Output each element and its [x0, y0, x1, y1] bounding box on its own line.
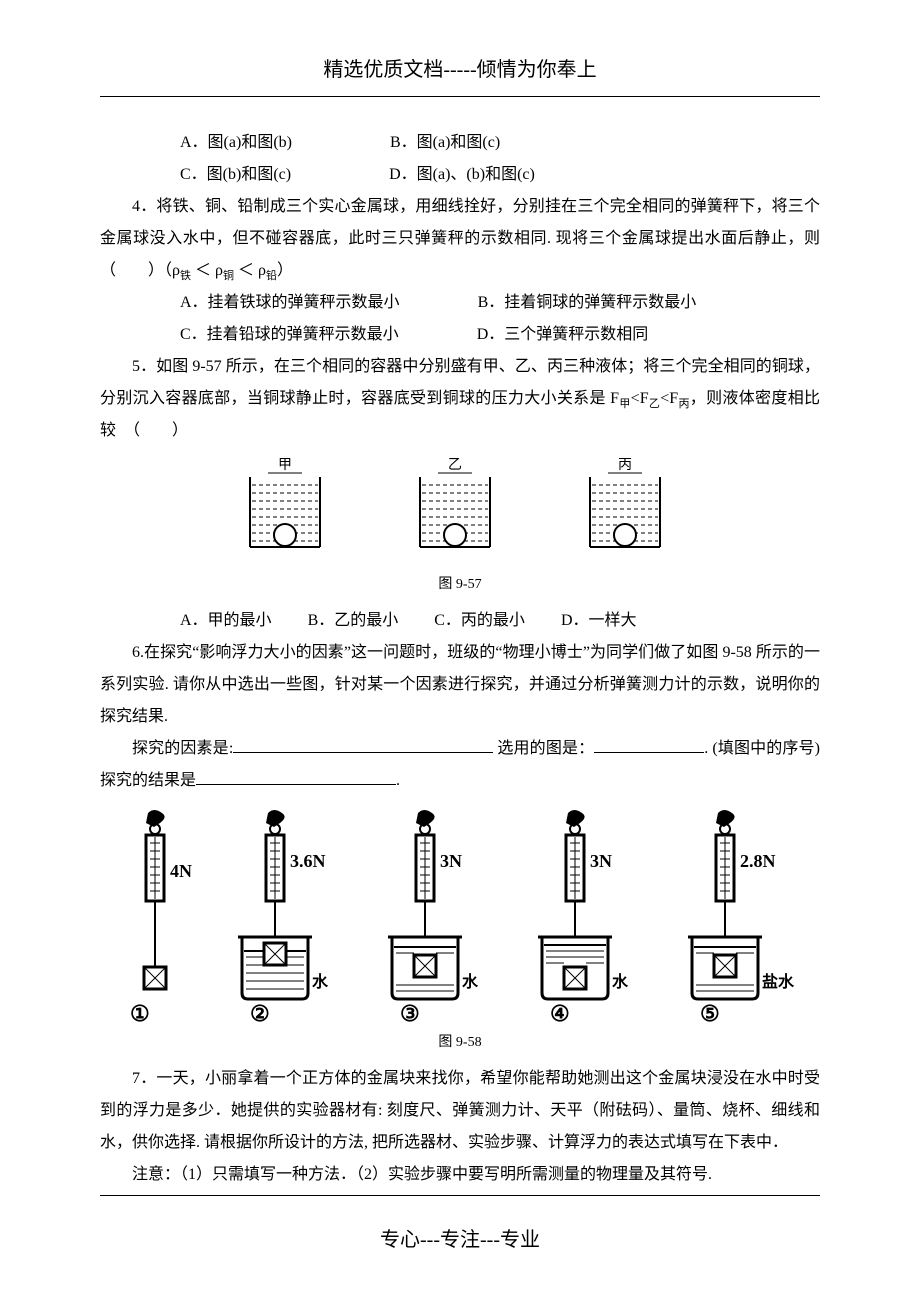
fig958-num-5: ⑤ — [700, 1001, 720, 1026]
q6-blank-factor — [233, 736, 493, 753]
fig957-label-jia: 甲 — [278, 458, 292, 473]
q5-options: A．甲的最小 B．乙的最小 C．丙的最小 D．一样大 — [100, 605, 820, 637]
q5-opt-d: D．一样大 — [561, 605, 637, 637]
q5-opt-b: B．乙的最小 — [308, 605, 399, 637]
fig958-num-1: ① — [130, 1001, 150, 1026]
fig958-reading-4: 3N — [590, 851, 612, 871]
fig958-reading-1: 4N — [170, 861, 192, 881]
fig958-liquid-4: 水 — [612, 972, 629, 991]
q3-opt-c: C．图(b)和图(c) — [180, 166, 291, 183]
q5-opt-c: C．丙的最小 — [434, 605, 525, 637]
q3-opt-a: A．图(a)和图(b) — [180, 134, 292, 151]
fig958-app-5: 2.8N 盐水 ⑤ — [670, 807, 820, 1027]
q5-opt-a: A．甲的最小 — [180, 605, 272, 637]
fig958-num-2: ② — [250, 1001, 270, 1026]
fig958-num-3: ③ — [400, 1001, 420, 1026]
q5-text: 5．如图 9-57 所示，在三个相同的容器中分别盛有甲、乙、丙三种液体；将三个完… — [100, 351, 820, 447]
q3-opt-b: B．图(a)和图(c) — [390, 134, 500, 151]
q6-blank-figs — [594, 736, 704, 753]
fig958-reading-3: 3N — [440, 851, 462, 871]
q6-blanks: 探究的因素是: 选用的图是：. (填图中的序号) 探究的结果是. — [100, 733, 820, 797]
q7-text: 7．一天，小丽拿着一个正方体的金属块来找你，希望你能帮助她测出这个金属块浸没在水… — [100, 1063, 820, 1159]
fig958-reading-5: 2.8N — [740, 851, 776, 871]
header-rule — [100, 96, 820, 97]
figure-9-57: 甲 乙 — [100, 457, 820, 599]
q4-options-row2: C．挂着铅球的弹簧秤示数最小 D．三个弹簧秤示数相同 — [100, 319, 820, 351]
fig957-caption: 图 9-57 — [100, 571, 820, 599]
q4-options-row1: A．挂着铁球的弹簧秤示数最小 B．挂着铜球的弹簧秤示数最小 — [100, 287, 820, 319]
fig958-caption: 图 9-58 — [100, 1029, 820, 1057]
fig957-label-bing: 丙 — [618, 458, 632, 473]
fig958-app-2: 3.6N 水 ② — [220, 807, 360, 1027]
q4-text: 4．将铁、铜、铅制成三个实心金属球，用细线拴好，分别挂在三个完全相同的弹簧秤下，… — [100, 191, 820, 287]
q3-options-row2: C．图(b)和图(c) D．图(a)、(b)和图(c) — [100, 159, 820, 191]
q4-opt-a: A．挂着铁球的弹簧秤示数最小 — [180, 294, 400, 311]
fig957-label-yi: 乙 — [448, 457, 462, 473]
fig958-app-4: 3N 水 ④ — [520, 807, 660, 1027]
fig958-liquid-3: 水 — [462, 972, 479, 991]
q3-options-row1: A．图(a)和图(b) B．图(a)和图(c) — [100, 127, 820, 159]
figure-9-58: 4N ① — [100, 807, 820, 1057]
q6-text: 6.在探究“影响浮力大小的因素”这一问题时，班级的“物理小博士”为同学们做了如图… — [100, 637, 820, 733]
footer-rule — [100, 1195, 820, 1196]
q3-opt-d: D．图(a)、(b)和图(c) — [389, 166, 535, 183]
page-root: 精选优质文档-----倾情为你奉上 A．图(a)和图(b) B．图(a)和图(c… — [0, 0, 920, 1300]
fig958-reading-2: 3.6N — [290, 851, 326, 871]
fig957-svg: 甲 乙 — [230, 457, 690, 557]
q7-note: 注意：（1）只需填写一种方法．（2）实验步骤中要写明所需测量的物理量及其符号. — [100, 1159, 820, 1191]
fig958-app-3: 3N 水 ③ — [370, 807, 510, 1027]
fig958-liquid-5: 盐水 — [762, 972, 795, 991]
header-title: 精选优质文档-----倾情为你奉上 — [100, 50, 820, 90]
q4-opt-d: D．三个弹簧秤示数相同 — [477, 326, 649, 343]
q4-opt-b: B．挂着铜球的弹簧秤示数最小 — [478, 294, 697, 311]
q4-opt-c: C．挂着铅球的弹簧秤示数最小 — [180, 326, 399, 343]
fig958-num-4: ④ — [550, 1001, 570, 1026]
fig958-app-1: 4N ① — [100, 807, 210, 1027]
fig958-liquid-2: 水 — [312, 972, 329, 991]
q6-blank-result — [196, 768, 396, 785]
footer-title: 专心---专注---专业 — [100, 1220, 820, 1260]
